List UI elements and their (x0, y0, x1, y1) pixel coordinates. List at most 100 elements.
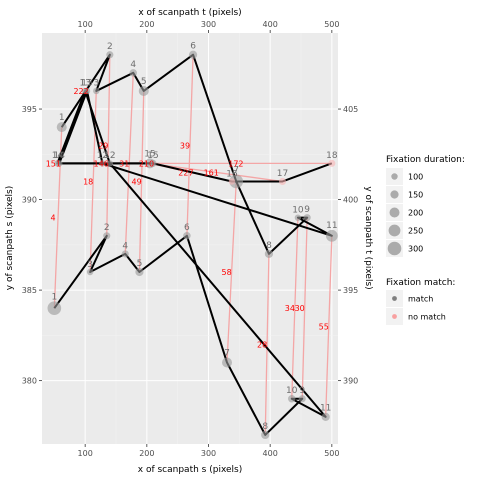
left-tick-label: 380 (22, 377, 37, 386)
legend-duration-swatch (388, 224, 401, 237)
fixation-point-t (83, 87, 91, 95)
bottom-tick-label: 300 (201, 449, 216, 458)
legend-duration-swatch (387, 241, 402, 256)
fixation-point-t (264, 249, 274, 258)
fixation-point-s (106, 160, 114, 167)
match-line (301, 217, 308, 399)
fixation-label-s: 1 (51, 292, 57, 302)
right-tick-label: 400 (343, 196, 358, 205)
distance-label: 58 (222, 268, 232, 277)
fixation-label-s: 12 (104, 151, 115, 161)
fixation-label-s: 8 (262, 422, 268, 432)
fixation-point-s (298, 395, 306, 403)
fixation-label-t: 15 (147, 151, 158, 161)
fixation-label-s: 7 (224, 349, 230, 359)
fixation-label-t: 9 (304, 205, 310, 215)
distance-label: 34 (285, 304, 295, 313)
fixation-point-t (56, 122, 67, 133)
fixation-point-t (93, 87, 100, 95)
distance-label: 161 (204, 168, 219, 177)
distance-label: 29 (98, 141, 108, 150)
bottom-axis-title: x of scanpath s (pixels) (138, 465, 242, 475)
fixation-point-s (183, 232, 191, 240)
fixation-point-s (321, 412, 330, 421)
scanpath-t-line (58, 53, 333, 255)
legend-duration-label: 250 (408, 227, 423, 236)
fixation-label-t: 14 (54, 151, 66, 161)
legend-duration-label: 100 (408, 173, 423, 182)
bottom-tick-label: 400 (263, 449, 278, 458)
distance-label: 18 (83, 177, 93, 186)
distance-label: 146 (93, 159, 108, 168)
fixation-point-s (261, 430, 270, 440)
legend-match-label: no match (408, 313, 446, 322)
match-line (226, 181, 237, 363)
fixation-label-t: 12 (97, 151, 108, 161)
fixation-label-t: 18 (326, 151, 338, 161)
fixation-point-t (138, 85, 149, 96)
match-line (149, 162, 283, 183)
fixation-point-t (303, 214, 311, 222)
fixation-points (47, 50, 338, 440)
fixation-point-s (121, 250, 129, 258)
fixation-label-t: 11 (326, 221, 337, 231)
fixation-point-s (86, 268, 94, 276)
fixation-point-t (56, 160, 63, 167)
distance-label: 28 (257, 340, 267, 349)
left-tick-label: 385 (22, 286, 37, 295)
left-tick-label: 395 (22, 105, 37, 114)
match-line (291, 217, 299, 399)
fixation-label-s: 13 (79, 79, 90, 89)
fixation-label-t: 16 (226, 169, 238, 179)
distance-label: 222 (73, 87, 88, 96)
right-axis-title: y of scanpath t (pixels) (363, 186, 373, 289)
top-tick-label: 200 (139, 20, 154, 29)
left-axis-title: y of scanpath s (pixels) (5, 186, 15, 290)
fixation-label-t: 2 (107, 42, 113, 52)
fixation-label-t: 13 (81, 79, 92, 89)
legend-duration-swatch (391, 173, 398, 180)
fixation-label-t: 10 (292, 205, 304, 215)
fixation-label-t: 7 (233, 166, 239, 176)
fixation-point-s (103, 232, 111, 240)
fixation-label-t: 5 (141, 77, 147, 87)
fixation-label-s: 10 (286, 386, 298, 396)
distance-label: 55 (319, 322, 329, 331)
distance-label: 172 (228, 159, 243, 168)
legend-duration-label: 150 (408, 191, 423, 200)
fixation-point-t (328, 159, 336, 167)
legend-match-swatch (392, 296, 397, 301)
fixation-label-s: 14 (52, 151, 64, 161)
legend-fixation-duration: Fixation duration: 100 150 200 250 300 (386, 155, 465, 257)
top-tick-label: 400 (263, 20, 278, 29)
match-line (138, 90, 145, 273)
fixation-point-t (129, 69, 138, 77)
bottom-tick-label: 200 (139, 449, 154, 458)
fixation-label-s: 5 (137, 259, 143, 269)
distance-label: 151 (46, 159, 61, 168)
right-tick-label: 390 (343, 377, 358, 386)
fixation-label-t: 3 (93, 79, 99, 89)
bottom-tick-label: 100 (78, 449, 93, 458)
legend-duration-label: 300 (408, 245, 423, 254)
fixation-label-s: 15 (144, 149, 155, 159)
fixation-label-s: 9 (299, 386, 305, 396)
left-tick-label: 390 (22, 196, 37, 205)
fixation-point-s (288, 394, 296, 403)
legend-duration-label: 200 (408, 209, 423, 218)
distance-label: 39 (180, 141, 190, 150)
fixation-label-t: 1 (59, 113, 65, 123)
fixation-point-s (135, 267, 144, 277)
fixation-label-t: 17 (277, 169, 288, 179)
legend-match-label: match (408, 295, 433, 304)
bottom-tick-label: 500 (324, 449, 339, 458)
fixation-point-t (188, 50, 198, 59)
top-tick-label: 300 (201, 20, 216, 29)
distance-label: 49 (131, 177, 141, 186)
fixation-label-s: 4 (122, 241, 128, 251)
legend-duration-swatch (390, 190, 399, 199)
fixation-point-t (325, 229, 338, 242)
